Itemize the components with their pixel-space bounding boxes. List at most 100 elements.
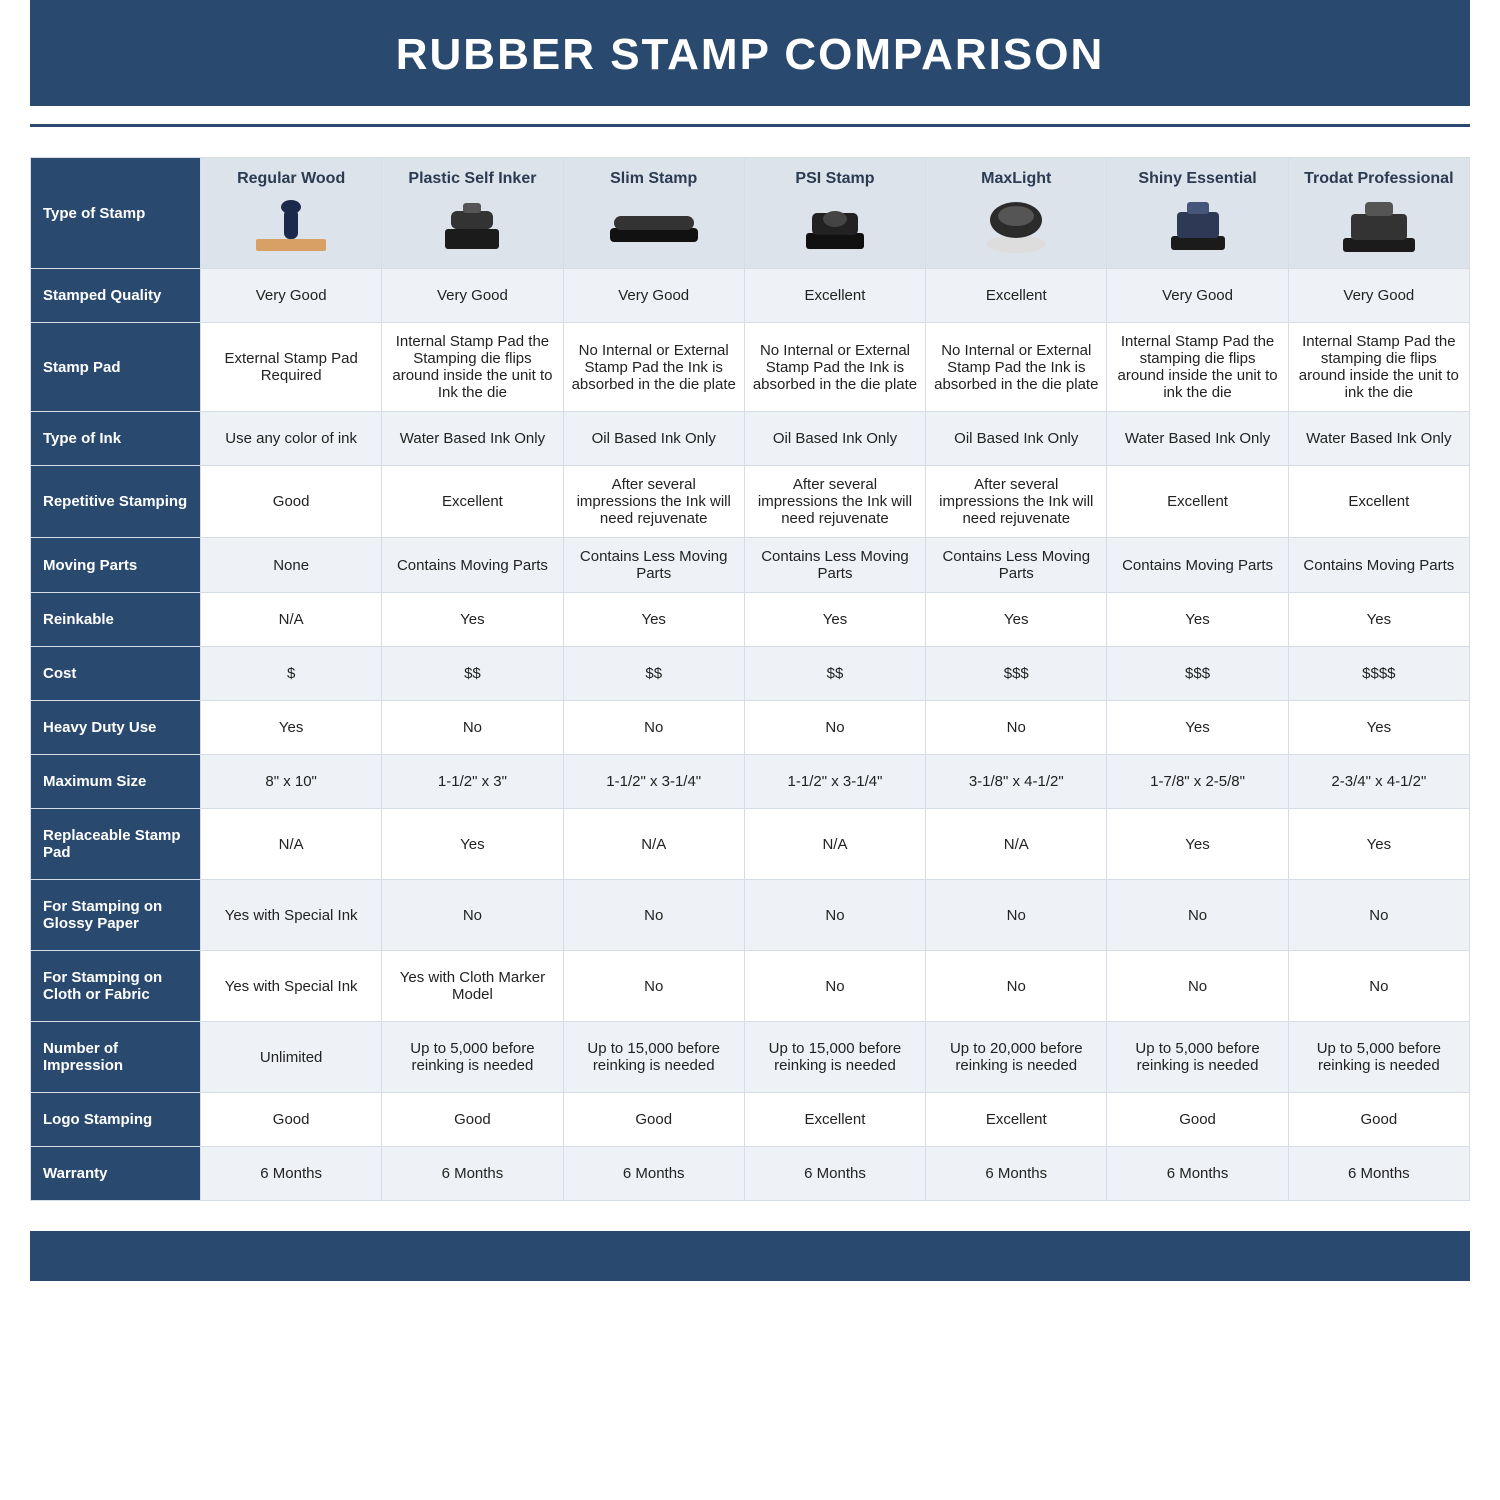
column-header: Plastic Self Inker bbox=[382, 158, 563, 269]
table-row: Repetitive StampingGoodExcellentAfter se… bbox=[31, 466, 1470, 538]
table-cell: None bbox=[201, 538, 382, 593]
comparison-table: Type of Stamp Regular WoodPlastic Self I… bbox=[30, 157, 1470, 1201]
table-cell: Up to 20,000 before reinking is needed bbox=[926, 1022, 1107, 1093]
table-cell: Very Good bbox=[382, 269, 563, 323]
table-cell: Oil Based Ink Only bbox=[563, 412, 744, 466]
table-cell: Good bbox=[201, 1093, 382, 1147]
column-header-label: Trodat Professional bbox=[1297, 170, 1461, 188]
table-row: ReinkableN/AYesYesYesYesYesYes bbox=[31, 593, 1470, 647]
table-cell: Excellent bbox=[926, 1093, 1107, 1147]
table-cell: Internal Stamp Pad the stamping die flip… bbox=[1107, 323, 1288, 412]
wood-handle-stamp-icon bbox=[209, 194, 373, 258]
table-cell: Oil Based Ink Only bbox=[744, 412, 925, 466]
table-cell: Contains Less Moving Parts bbox=[744, 538, 925, 593]
table-cell: Up to 5,000 before reinking is needed bbox=[1107, 1022, 1288, 1093]
row-header: For Stamping on Glossy Paper bbox=[31, 880, 201, 951]
table-cell: After several impressions the Ink will n… bbox=[563, 466, 744, 538]
table-row: Number of ImpressionUnlimitedUp to 5,000… bbox=[31, 1022, 1470, 1093]
shiny-essential-stamp-icon bbox=[1115, 194, 1279, 258]
table-cell: Very Good bbox=[201, 269, 382, 323]
table-row: Stamp PadExternal Stamp Pad RequiredInte… bbox=[31, 323, 1470, 412]
table-cell: External Stamp Pad Required bbox=[201, 323, 382, 412]
bottom-band bbox=[30, 1231, 1470, 1281]
table-row: Cost$$$$$$$$$$$$$$$$$ bbox=[31, 647, 1470, 701]
table-cell: No bbox=[382, 701, 563, 755]
table-cell: Contains Less Moving Parts bbox=[926, 538, 1107, 593]
table-cell: Oil Based Ink Only bbox=[926, 412, 1107, 466]
column-header: Trodat Professional bbox=[1288, 158, 1469, 269]
self-inker-stamp-icon bbox=[390, 194, 554, 258]
table-cell: Water Based Ink Only bbox=[1107, 412, 1288, 466]
table-cell: Yes bbox=[744, 593, 925, 647]
table-cell: 6 Months bbox=[1288, 1147, 1469, 1201]
table-cell: No bbox=[744, 880, 925, 951]
table-cell: 6 Months bbox=[926, 1147, 1107, 1201]
table-cell: Up to 15,000 before reinking is needed bbox=[563, 1022, 744, 1093]
table-cell: No Internal or External Stamp Pad the In… bbox=[563, 323, 744, 412]
table-body: Stamped QualityVery GoodVery GoodVery Go… bbox=[31, 269, 1470, 1201]
table-cell: $$ bbox=[563, 647, 744, 701]
table-cell: No bbox=[926, 701, 1107, 755]
row-header: Stamped Quality bbox=[31, 269, 201, 323]
table-cell: Up to 15,000 before reinking is needed bbox=[744, 1022, 925, 1093]
table-cell: No bbox=[1107, 880, 1288, 951]
column-header-label: Slim Stamp bbox=[572, 170, 736, 188]
table-cell: After several impressions the Ink will n… bbox=[744, 466, 925, 538]
row-header: Maximum Size bbox=[31, 755, 201, 809]
table-cell: $$ bbox=[382, 647, 563, 701]
row-header: Type of Ink bbox=[31, 412, 201, 466]
row-header: Cost bbox=[31, 647, 201, 701]
table-cell: Up to 5,000 before reinking is needed bbox=[1288, 1022, 1469, 1093]
column-header-label: MaxLight bbox=[934, 170, 1098, 188]
table-cell: Yes bbox=[1107, 701, 1288, 755]
maxlight-round-stamp-icon bbox=[934, 194, 1098, 258]
table-cell: $$$ bbox=[926, 647, 1107, 701]
type-of-stamp-header: Type of Stamp bbox=[31, 158, 201, 269]
table-cell: Good bbox=[563, 1093, 744, 1147]
table-cell: Yes bbox=[1288, 593, 1469, 647]
column-header: Shiny Essential bbox=[1107, 158, 1288, 269]
table-cell: After several impressions the Ink will n… bbox=[926, 466, 1107, 538]
table-cell: 6 Months bbox=[744, 1147, 925, 1201]
table-cell: Excellent bbox=[744, 1093, 925, 1147]
table-cell: Yes with Cloth Marker Model bbox=[382, 951, 563, 1022]
table-cell: Internal Stamp Pad the Stamping die flip… bbox=[382, 323, 563, 412]
table-cell: N/A bbox=[201, 809, 382, 880]
table-cell: Excellent bbox=[1107, 466, 1288, 538]
table-cell: Excellent bbox=[1288, 466, 1469, 538]
table-cell: Yes with Special Ink bbox=[201, 951, 382, 1022]
table-cell: Yes bbox=[926, 593, 1107, 647]
row-header: Repetitive Stamping bbox=[31, 466, 201, 538]
table-cell: Excellent bbox=[926, 269, 1107, 323]
row-header: Warranty bbox=[31, 1147, 201, 1201]
table-cell: Yes bbox=[1107, 593, 1288, 647]
slim-stamp-icon bbox=[572, 194, 736, 258]
table-cell: Good bbox=[201, 466, 382, 538]
table-cell: No bbox=[744, 951, 925, 1022]
title-rule bbox=[30, 124, 1470, 127]
table-cell: No Internal or External Stamp Pad the In… bbox=[744, 323, 925, 412]
row-header: Number of Impression bbox=[31, 1022, 201, 1093]
table-cell: 6 Months bbox=[382, 1147, 563, 1201]
table-row: Warranty6 Months6 Months6 Months6 Months… bbox=[31, 1147, 1470, 1201]
table-cell: Yes bbox=[382, 593, 563, 647]
row-header: Replaceable Stamp Pad bbox=[31, 809, 201, 880]
table-cell: No bbox=[744, 701, 925, 755]
table-cell: Internal Stamp Pad the stamping die flip… bbox=[1288, 323, 1469, 412]
row-header: Stamp Pad bbox=[31, 323, 201, 412]
table-cell: 3-1/8" x 4-1/2" bbox=[926, 755, 1107, 809]
table-cell: Water Based Ink Only bbox=[382, 412, 563, 466]
table-cell: Contains Moving Parts bbox=[1107, 538, 1288, 593]
table-cell: 6 Months bbox=[1107, 1147, 1288, 1201]
row-header: Reinkable bbox=[31, 593, 201, 647]
table-cell: 1-1/2" x 3-1/4" bbox=[744, 755, 925, 809]
table-cell: $$$ bbox=[1107, 647, 1288, 701]
table-cell: No bbox=[382, 880, 563, 951]
table-cell: Very Good bbox=[1107, 269, 1288, 323]
table-cell: Very Good bbox=[563, 269, 744, 323]
table-cell: Yes bbox=[1288, 701, 1469, 755]
table-cell: Yes bbox=[382, 809, 563, 880]
psi-stamp-icon bbox=[753, 194, 917, 258]
table-row: Maximum Size8" x 10"1-1/2" x 3"1-1/2" x … bbox=[31, 755, 1470, 809]
table-cell: Yes bbox=[1107, 809, 1288, 880]
